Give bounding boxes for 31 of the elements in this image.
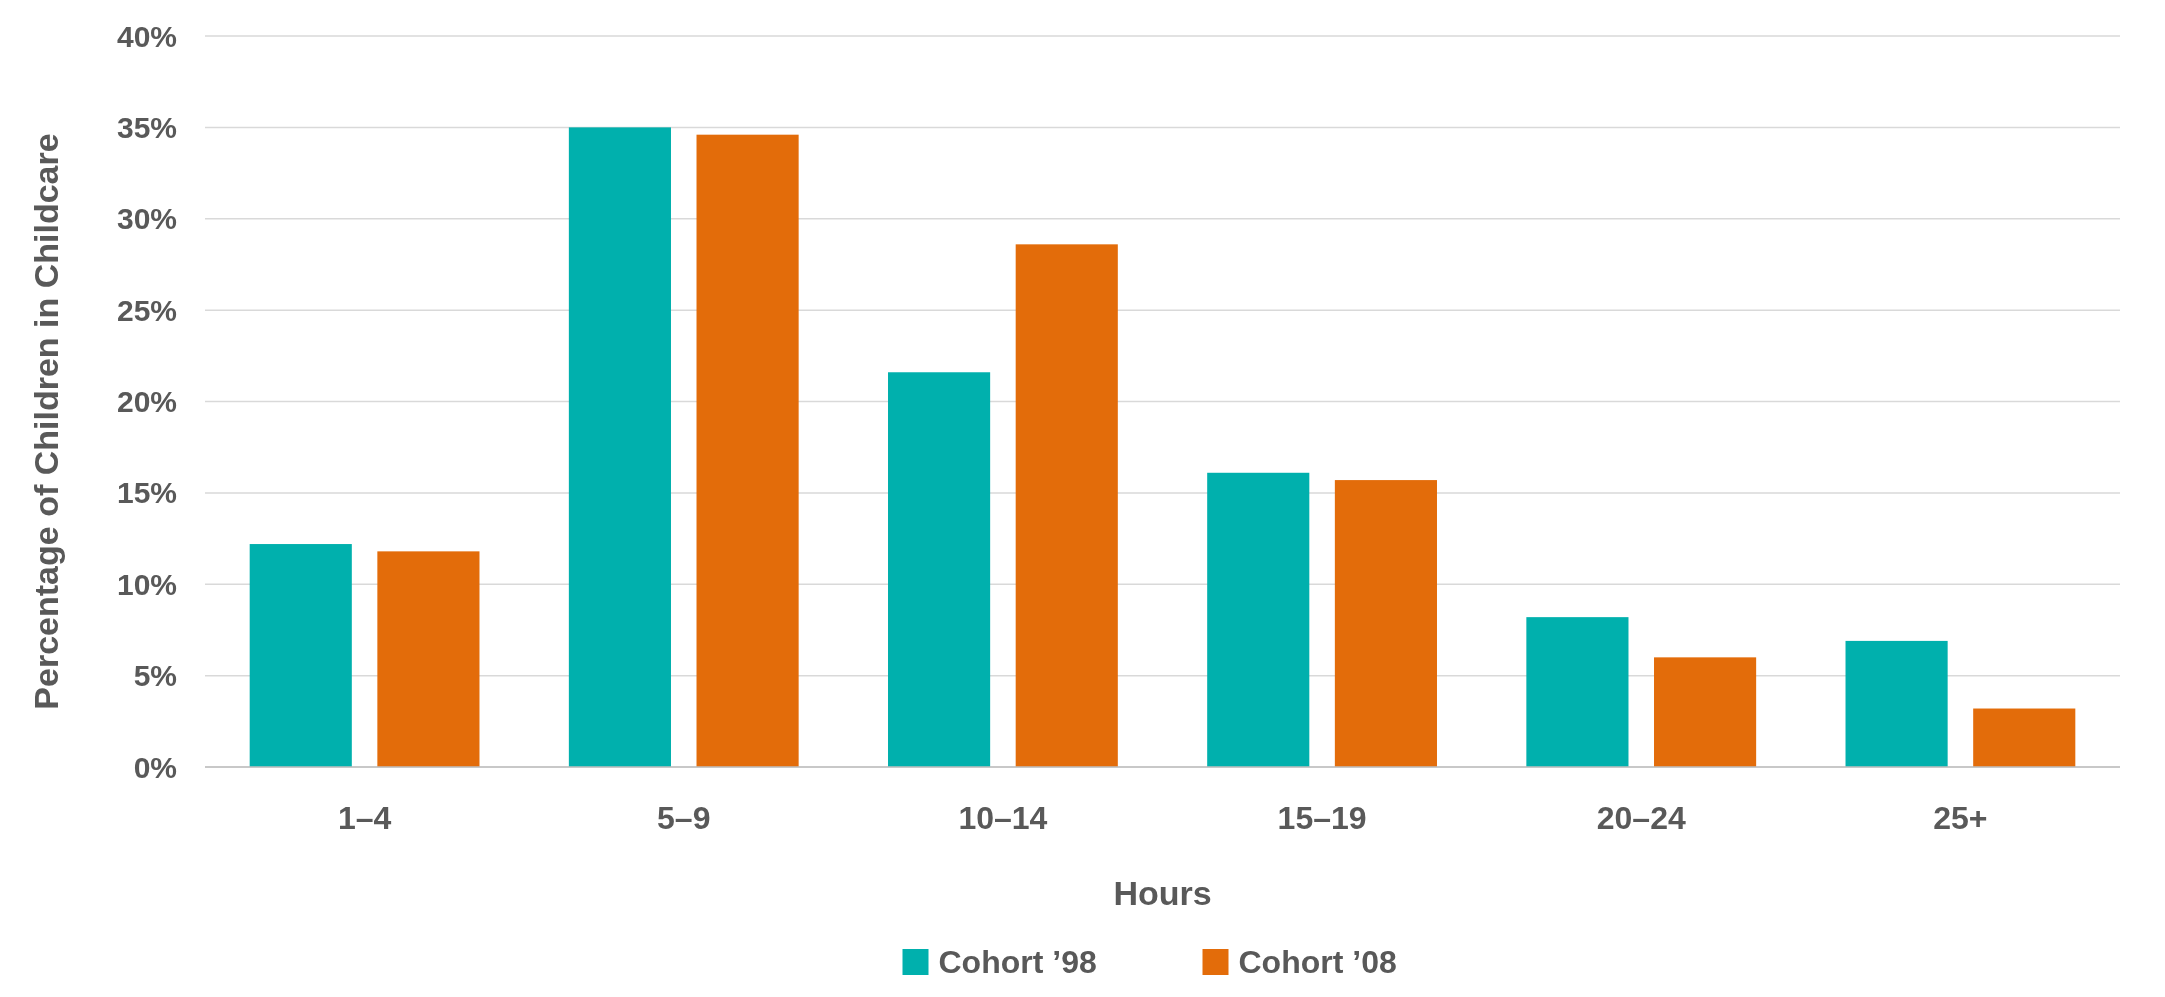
y-tick-label: 5% bbox=[133, 659, 177, 693]
bar bbox=[1654, 657, 1757, 767]
bar bbox=[1526, 617, 1629, 767]
x-tick-label: 15–19 bbox=[1277, 800, 1367, 836]
bar bbox=[1207, 472, 1310, 767]
x-tick-label: 25+ bbox=[1933, 800, 1988, 836]
y-axis-title: Percentage of Children in Childcare bbox=[27, 133, 65, 710]
bar bbox=[377, 551, 480, 767]
legend-label: Cohort ’98 bbox=[938, 944, 1097, 980]
bar bbox=[888, 372, 991, 767]
bar bbox=[1334, 480, 1437, 767]
y-tick-label: 0% bbox=[133, 750, 177, 784]
bar bbox=[1845, 640, 1948, 767]
bar bbox=[1015, 244, 1118, 767]
x-axis-title: Hours bbox=[1113, 874, 1212, 912]
y-tick-label: 10% bbox=[116, 567, 177, 601]
y-tick-label: 15% bbox=[116, 476, 177, 510]
y-tick-label: 40% bbox=[116, 19, 177, 53]
bar bbox=[568, 127, 671, 767]
bar bbox=[1973, 708, 2076, 767]
x-tick-label: 5–9 bbox=[657, 800, 711, 836]
bar bbox=[249, 544, 352, 767]
legend-label: Cohort ’08 bbox=[1238, 944, 1397, 980]
x-tick-label: 10–14 bbox=[958, 800, 1048, 836]
y-tick-label: 20% bbox=[116, 385, 177, 418]
y-tick-label: 30% bbox=[116, 202, 177, 236]
x-tick-label: 1–4 bbox=[337, 800, 392, 836]
x-tick-label: 20–24 bbox=[1596, 800, 1686, 836]
bar bbox=[696, 134, 799, 767]
y-tick-label: 25% bbox=[116, 293, 177, 327]
y-tick-label: 35% bbox=[116, 110, 177, 144]
